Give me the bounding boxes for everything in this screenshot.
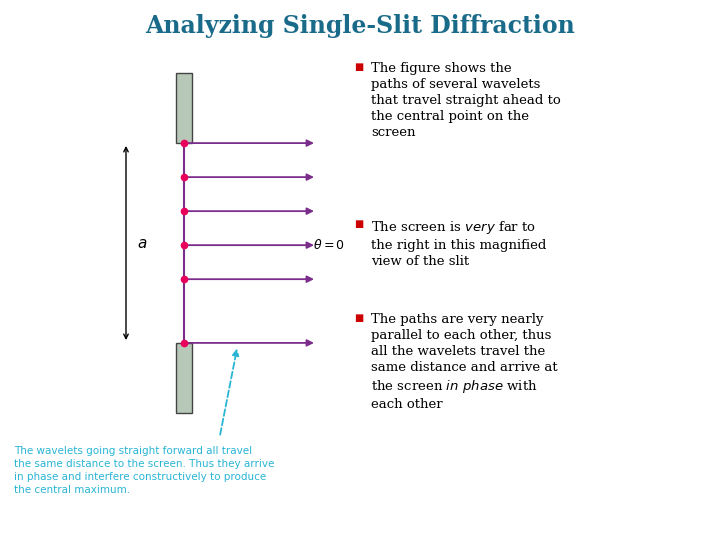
Text: The paths are very nearly
parallel to each other, thus
all the wavelets travel t: The paths are very nearly parallel to ea… bbox=[371, 313, 557, 411]
Text: Analyzing Single-Slit Diffraction: Analyzing Single-Slit Diffraction bbox=[145, 14, 575, 37]
Text: The wavelets going straight forward all travel
the same distance to the screen. : The wavelets going straight forward all … bbox=[14, 446, 275, 495]
Text: The screen is $\mathit{very}$ far to
the right in this magnified
view of the sli: The screen is $\mathit{very}$ far to the… bbox=[371, 219, 546, 268]
Text: $\theta = 0$: $\theta = 0$ bbox=[313, 238, 346, 252]
Bar bbox=[176, 73, 192, 143]
Text: $a$: $a$ bbox=[138, 235, 148, 251]
Text: ■: ■ bbox=[354, 219, 364, 229]
Text: ■: ■ bbox=[354, 313, 364, 323]
Bar bbox=[176, 343, 192, 413]
Text: The figure shows the
paths of several wavelets
that travel straight ahead to
the: The figure shows the paths of several wa… bbox=[371, 62, 561, 139]
Text: ■: ■ bbox=[354, 62, 364, 72]
